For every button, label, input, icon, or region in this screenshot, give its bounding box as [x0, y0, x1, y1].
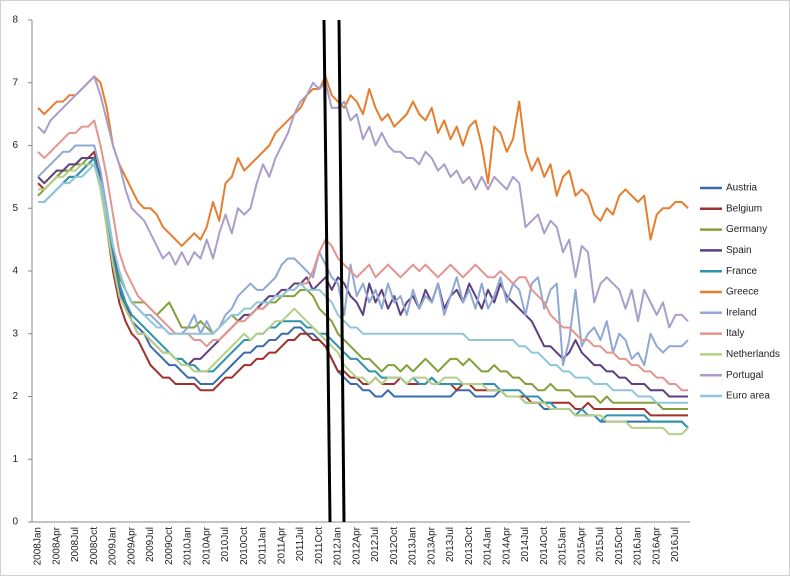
- x-tick-label: 2011Oct: [314, 527, 325, 564]
- x-tick-label: 2009Apr: [126, 526, 137, 564]
- x-tick-label: 2013Jan: [408, 527, 419, 565]
- x-tick-label: 2013Jul: [445, 527, 456, 562]
- x-tick-label: 2016Jul: [670, 527, 681, 562]
- legend-label: Greece: [726, 287, 759, 298]
- legend-label: Germany: [726, 224, 767, 235]
- series-line: [37, 150, 688, 417]
- x-tick-label: 2011Jul: [295, 527, 306, 561]
- x-tick-label: 2014Oct: [539, 527, 550, 565]
- plot-area: [37, 75, 689, 436]
- series-line: [37, 75, 689, 247]
- x-tick-label: 2015Apr: [576, 526, 587, 564]
- series-line: [38, 157, 689, 429]
- legend-label: France: [726, 266, 758, 277]
- y-tick-label: 5: [12, 203, 18, 214]
- y-tick-label: 2: [12, 391, 18, 402]
- series-line: [37, 119, 688, 392]
- legend-label: Belgium: [726, 203, 762, 214]
- x-tick-label: 2010Jan: [183, 527, 194, 565]
- legend-label: Netherlands: [726, 349, 780, 360]
- x-tick-label: 2013Oct: [464, 527, 475, 565]
- x-tick-label: 2009Oct: [164, 527, 175, 565]
- legend-label: Spain: [726, 245, 752, 256]
- x-tick-label: 2011Apr: [276, 526, 287, 564]
- x-tick-label: 2008Jan: [33, 527, 44, 565]
- x-tick-label: 2008Oct: [89, 527, 100, 565]
- y-tick-label: 7: [12, 77, 18, 88]
- y-tick-label: 4: [12, 266, 18, 277]
- annotation-line: [337, 19, 346, 523]
- x-tick-label: 2012Oct: [389, 527, 400, 565]
- x-tick-label: 2015Jul: [595, 527, 606, 562]
- legend-label: Euro area: [726, 391, 770, 402]
- x-tick-label: 2015Jan: [558, 527, 569, 565]
- x-tick-label: 2009Jul: [145, 527, 156, 562]
- x-tick-label: 2016Jan: [633, 527, 644, 565]
- y-tick-label: 1: [12, 454, 18, 465]
- x-tick-label: 2010Apr: [201, 526, 212, 564]
- x-tick-label: 2014Jan: [483, 527, 494, 565]
- x-tick-label: 2015Oct: [614, 527, 625, 565]
- series-line: [37, 144, 689, 367]
- y-tick-label: 6: [12, 140, 18, 151]
- x-tick-label: 2014Jul: [520, 527, 531, 562]
- y-tick-label: 3: [12, 328, 18, 339]
- x-tick-label: 2012Jan: [333, 527, 344, 565]
- x-tick-label: 2012Jul: [370, 527, 381, 562]
- series-line: [37, 75, 689, 329]
- series-line: [38, 163, 689, 436]
- x-tick-label: 2008Jul: [70, 527, 81, 562]
- x-tick-label: 2012Apr: [351, 526, 362, 564]
- x-tick-label: 2016Apr: [651, 526, 662, 564]
- x-tick-label: 2008Apr: [51, 526, 62, 564]
- legend-label: Ireland: [726, 307, 757, 318]
- x-tick-label: 2010Oct: [239, 527, 250, 565]
- x-tick-label: 2011Jan: [258, 527, 269, 565]
- legend-label: Portugal: [726, 370, 763, 381]
- y-tick-label: 8: [12, 15, 18, 26]
- x-tick-label: 2014Apr: [501, 526, 512, 564]
- x-tick-label: 2009Jan: [108, 527, 119, 565]
- series-line: [38, 163, 688, 404]
- legend-label: Austria: [726, 183, 758, 194]
- y-tick-label: 0: [12, 517, 18, 528]
- x-tick-label: 2010Jul: [220, 527, 231, 562]
- x-tick-label: 2013Apr: [426, 526, 437, 564]
- legend-label: Italy: [726, 328, 744, 339]
- annotation-line: [322, 19, 332, 523]
